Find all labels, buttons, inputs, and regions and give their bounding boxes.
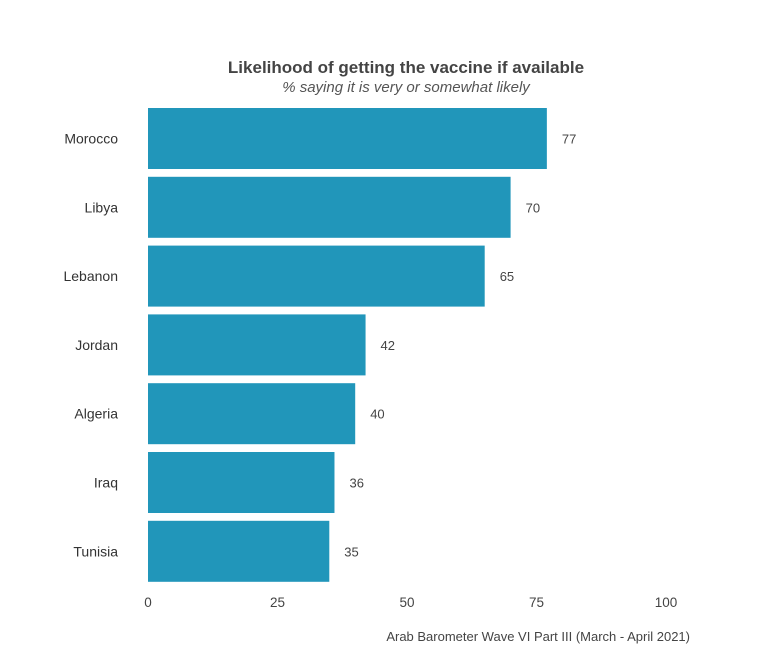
value-label-algeria: 40 xyxy=(370,407,384,422)
x-tick-label: 75 xyxy=(529,595,544,610)
value-label-tunisia: 35 xyxy=(344,544,358,559)
category-label-morocco: Morocco xyxy=(64,131,118,147)
chart-caption: Arab Barometer Wave VI Part III (March -… xyxy=(386,629,690,644)
bar-morocco xyxy=(148,108,547,169)
category-label-iraq: Iraq xyxy=(94,475,118,491)
value-label-morocco: 77 xyxy=(562,132,576,147)
x-tick-label: 25 xyxy=(270,595,285,610)
category-label-lebanon: Lebanon xyxy=(63,268,118,284)
bar-lebanon xyxy=(148,245,485,307)
chart-title: Likelihood of getting the vaccine if ava… xyxy=(228,58,584,77)
bar-tunisia xyxy=(148,520,330,582)
chart-subtitle: % saying it is very or somewhat likely xyxy=(282,79,531,96)
category-label-libya: Libya xyxy=(85,199,119,215)
x-axis: 0 25 50 75 100 xyxy=(144,595,677,610)
bar-libya xyxy=(148,176,511,238)
x-tick-label: 0 xyxy=(144,595,152,610)
value-label-lebanon: 65 xyxy=(500,269,514,284)
value-label-jordan: 42 xyxy=(381,338,395,353)
value-label-iraq: 36 xyxy=(349,476,363,491)
category-label-tunisia: Tunisia xyxy=(73,543,118,559)
bars-group: Morocco 77 Libya 70 Lebanon 65 Jordan 42 Algeria… xyxy=(63,108,576,582)
x-tick-label: 100 xyxy=(655,595,678,610)
category-label-algeria: Algeria xyxy=(74,406,118,422)
category-label-jordan: Jordan xyxy=(75,337,118,353)
x-tick-label: 50 xyxy=(399,595,414,610)
value-label-libya: 70 xyxy=(526,200,540,215)
bar-iraq xyxy=(148,452,335,513)
bar-algeria xyxy=(148,383,356,445)
bar-jordan xyxy=(148,314,366,376)
